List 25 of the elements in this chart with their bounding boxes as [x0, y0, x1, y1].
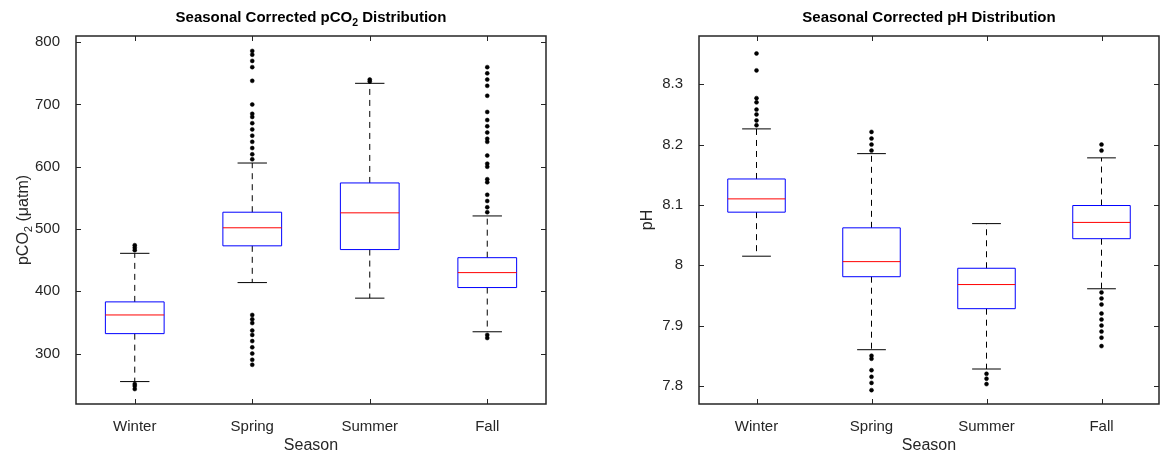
y-tick-label: 8 [674, 255, 683, 273]
y-axis-title: pH [638, 209, 656, 231]
y-tick-label: 7.8 [662, 376, 683, 394]
x-tick-label: Summer [341, 417, 399, 435]
y-tick-label: 800 [34, 32, 60, 50]
y-tick-label: 8.3 [662, 74, 683, 92]
x-tick-label: Winter [734, 417, 779, 435]
y-tick-label: 500 [34, 219, 60, 237]
y-tick-label: 700 [34, 94, 60, 112]
x-axis-title: Season [900, 436, 958, 454]
x-axis-title: Season [282, 436, 340, 454]
y-tick-label: 8.2 [662, 134, 683, 152]
x-tick-label: Winter [113, 417, 157, 435]
x-tick-label: Fall [475, 417, 500, 435]
y-tick-label: 400 [34, 281, 60, 299]
y-tick-label: 600 [34, 156, 60, 174]
x-tick-label: Fall [1089, 417, 1114, 435]
y-tick-label: 7.9 [662, 315, 683, 333]
x-tick-label: Spring [849, 417, 894, 435]
y-tick-label: 8.1 [662, 195, 683, 213]
chart-title: Seasonal Corrected pH Distribution [801, 8, 1057, 25]
chart-title: Seasonal Corrected pCO$_{2}$ Distribution [174, 8, 448, 28]
y-tick-label: 300 [34, 343, 60, 361]
x-tick-label: Summer [958, 417, 1015, 435]
x-tick-label: Spring [230, 417, 274, 435]
